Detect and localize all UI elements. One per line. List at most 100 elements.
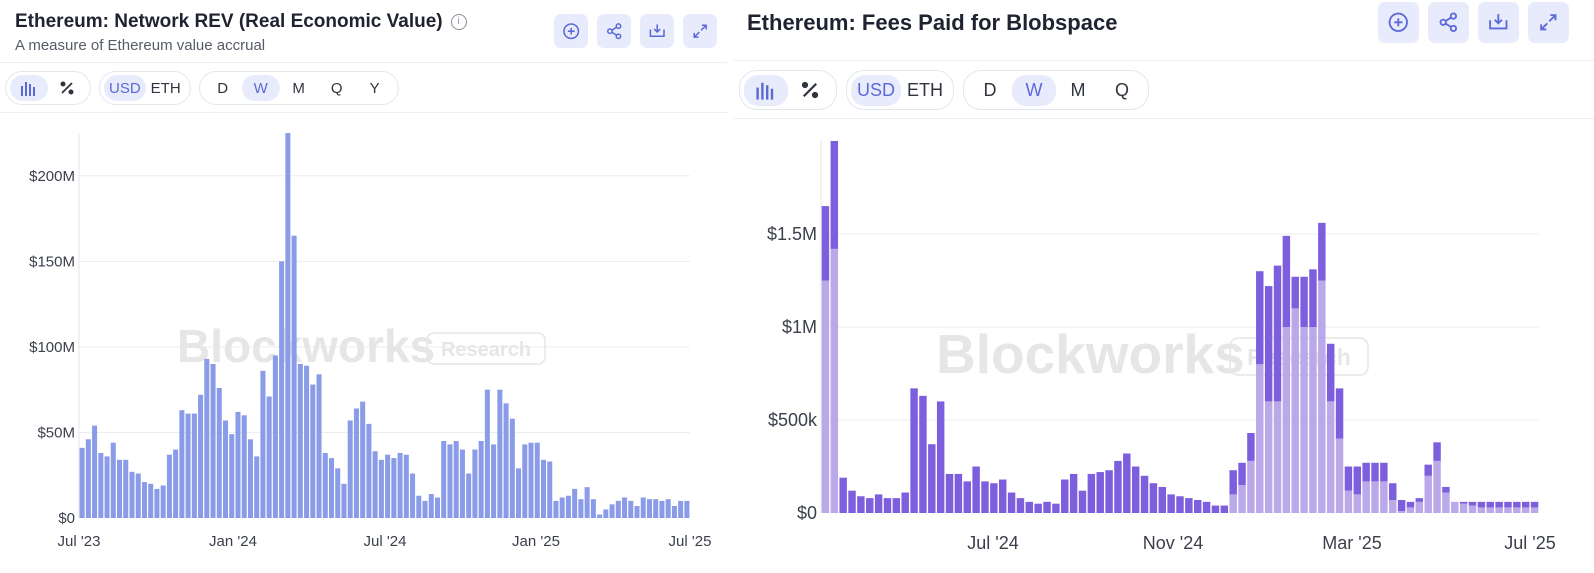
bar-segment-dark[interactable]: [972, 466, 980, 514]
bar[interactable]: [92, 425, 98, 518]
bar-segment-dark[interactable]: [1061, 479, 1069, 513]
bar[interactable]: [372, 451, 378, 518]
bar-segment-light[interactable]: [1335, 438, 1344, 513]
bar[interactable]: [466, 473, 472, 518]
bar[interactable]: [603, 509, 609, 518]
bar-segment-light[interactable]: [1344, 490, 1353, 513]
period-d[interactable]: D: [217, 79, 229, 97]
bar[interactable]: [328, 458, 335, 518]
bar[interactable]: [547, 461, 553, 518]
bar-segment-light[interactable]: [1282, 327, 1291, 513]
bar-segment-dark[interactable]: [1149, 483, 1158, 513]
bar-segment-dark[interactable]: [892, 498, 901, 513]
bar[interactable]: [472, 449, 478, 518]
percent-button[interactable]: [48, 75, 86, 101]
bar[interactable]: [110, 442, 116, 518]
bar-segment-dark[interactable]: [1043, 501, 1051, 513]
bar[interactable]: [447, 444, 453, 518]
bar[interactable]: [497, 389, 503, 518]
bar-segment-light[interactable]: [830, 248, 839, 513]
bar-segment-dark[interactable]: [1176, 496, 1184, 513]
bar-segment-dark[interactable]: [1193, 499, 1202, 513]
currency-usd[interactable]: USD: [851, 74, 902, 106]
bar[interactable]: [104, 456, 110, 518]
bar[interactable]: [160, 485, 166, 518]
period-m[interactable]: M: [292, 79, 305, 97]
bar-segment-dark[interactable]: [981, 481, 989, 513]
bar[interactable]: [117, 459, 123, 518]
bar-segment-dark[interactable]: [1078, 490, 1087, 513]
bar[interactable]: [179, 410, 185, 518]
bar[interactable]: [229, 434, 235, 518]
bar-segment-dark[interactable]: [1406, 501, 1415, 508]
bar[interactable]: [297, 364, 303, 518]
bar-segment-dark[interactable]: [830, 141, 839, 249]
bar-segment-light[interactable]: [1397, 511, 1406, 513]
bar-segment-light[interactable]: [1530, 507, 1539, 513]
bar[interactable]: [123, 459, 129, 518]
bar[interactable]: [304, 365, 310, 518]
bar[interactable]: [316, 374, 322, 518]
download-button[interactable]: [1478, 2, 1519, 43]
currency-usd[interactable]: USD: [104, 75, 146, 101]
bar[interactable]: [341, 483, 347, 518]
bar-segment-dark[interactable]: [919, 395, 927, 513]
bar[interactable]: [98, 452, 104, 518]
bar[interactable]: [173, 449, 179, 518]
bar-segment-dark[interactable]: [1459, 501, 1468, 504]
bar[interactable]: [216, 387, 222, 518]
bar[interactable]: [185, 413, 191, 518]
bar[interactable]: [434, 497, 441, 518]
bar-segment-dark[interactable]: [901, 492, 909, 513]
bar[interactable]: [210, 364, 216, 518]
period-w[interactable]: W: [241, 75, 280, 101]
bar[interactable]: [609, 504, 615, 518]
bar[interactable]: [628, 500, 634, 518]
bar-segment-light[interactable]: [1273, 401, 1282, 513]
bar[interactable]: [671, 506, 677, 518]
bar-segment-dark[interactable]: [1433, 442, 1441, 461]
bar-segment-dark[interactable]: [1140, 475, 1149, 513]
bar-segment-light[interactable]: [1256, 364, 1264, 513]
bar[interactable]: [491, 444, 497, 518]
bar-segment-dark[interactable]: [1282, 235, 1291, 327]
bar[interactable]: [428, 494, 434, 518]
bar-segment-dark[interactable]: [1096, 472, 1104, 513]
bar-segment-light[interactable]: [1353, 494, 1362, 513]
bar[interactable]: [534, 442, 540, 518]
period-d[interactable]: D: [983, 79, 997, 100]
share-button[interactable]: [597, 14, 631, 48]
bar[interactable]: [509, 418, 515, 518]
bar-segment-dark[interactable]: [1371, 462, 1379, 482]
bar-segment-dark[interactable]: [990, 483, 998, 513]
bar-segment-light[interactable]: [1326, 401, 1335, 513]
bar-segment-dark[interactable]: [1264, 286, 1273, 402]
period-q[interactable]: Q: [1115, 79, 1130, 100]
bar-segment-dark[interactable]: [1158, 486, 1167, 513]
bar-segment-dark[interactable]: [883, 498, 892, 513]
bar[interactable]: [204, 358, 210, 518]
bar[interactable]: [79, 447, 85, 518]
bar-segment-light[interactable]: [1371, 481, 1379, 513]
bar[interactable]: [154, 488, 160, 518]
download-button[interactable]: [640, 14, 674, 48]
share-button[interactable]: [1428, 2, 1469, 43]
bar-segment-light[interactable]: [1238, 485, 1246, 513]
bar[interactable]: [310, 384, 316, 518]
bar-segment-dark[interactable]: [866, 498, 874, 513]
bar[interactable]: [247, 439, 253, 518]
bar[interactable]: [634, 506, 640, 518]
bar[interactable]: [416, 495, 422, 518]
bar-segment-dark[interactable]: [1238, 462, 1246, 486]
add-button[interactable]: [554, 14, 588, 48]
bar-segment-dark[interactable]: [1300, 276, 1308, 327]
bar-segment-dark[interactable]: [1220, 505, 1229, 513]
bar[interactable]: [191, 413, 197, 518]
bar[interactable]: [397, 452, 403, 518]
bar-segment-light[interactable]: [1389, 499, 1397, 513]
period-q[interactable]: Q: [330, 79, 343, 97]
bar-segment-dark[interactable]: [1211, 505, 1220, 513]
bar-segment-dark[interactable]: [1273, 265, 1282, 402]
bar-segment-dark[interactable]: [857, 496, 865, 513]
bar-segment-dark[interactable]: [1016, 498, 1025, 513]
